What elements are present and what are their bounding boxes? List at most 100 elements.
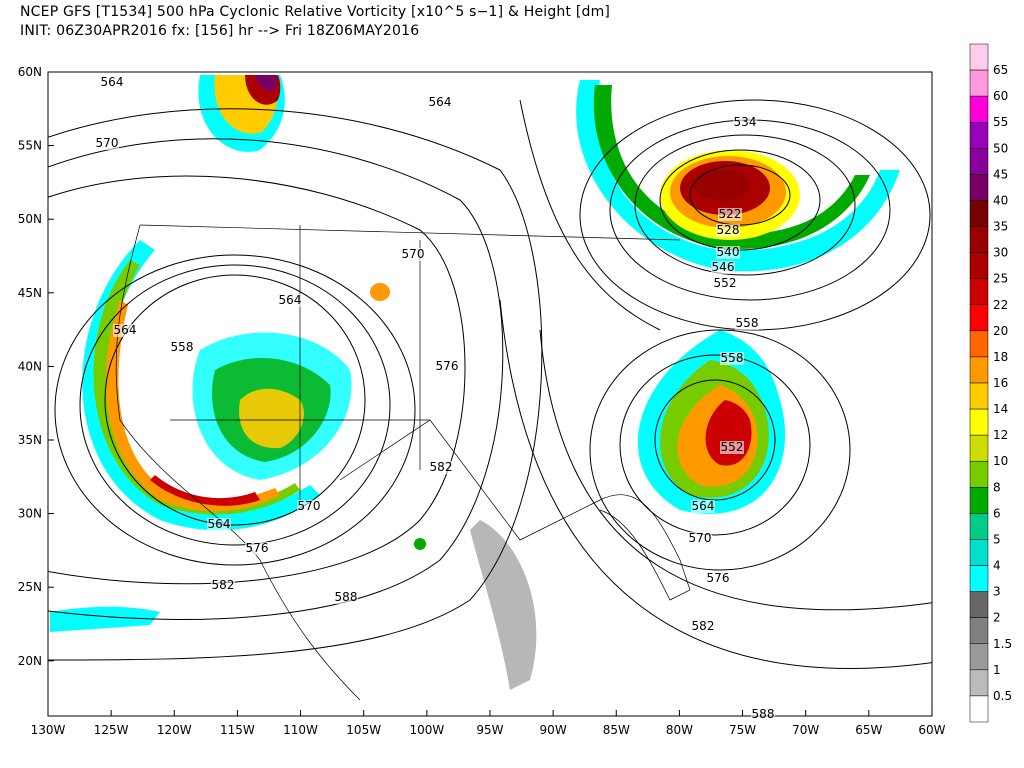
height-contour-label: 558	[171, 340, 194, 354]
colorbar-label: 18	[993, 350, 1008, 364]
colorbar-swatch	[969, 617, 989, 645]
colorbar-swatch	[969, 69, 989, 97]
colorbar-label: 20	[993, 324, 1008, 338]
height-contour-label: 582	[430, 460, 453, 474]
colorbar-swatch	[969, 278, 989, 306]
lat-label: 25N	[18, 580, 42, 594]
lat-label: 20N	[18, 654, 42, 668]
lon-label: 60W	[918, 723, 945, 737]
lat-label: 30N	[18, 507, 42, 521]
lat-label: 50N	[18, 212, 42, 226]
height-contour-label: 588	[335, 590, 358, 604]
colorbar-swatch	[969, 539, 989, 566]
colorbar-swatch	[969, 148, 989, 175]
colorbar-label: 4	[993, 559, 1001, 573]
colorbar-swatch	[969, 460, 989, 488]
height-contour-label: 564	[101, 75, 124, 89]
height-contour-label: 576	[436, 359, 459, 373]
colorbar-label: 16	[993, 376, 1008, 390]
lat-label: 45N	[18, 286, 42, 300]
colorbar-swatch	[969, 43, 989, 71]
height-contour-label: 540	[717, 245, 740, 259]
lon-label: 65W	[855, 723, 882, 737]
height-contour-label: 582	[692, 619, 715, 633]
colorbar-label: 22	[993, 298, 1008, 312]
height-contour-label: 576	[246, 541, 269, 555]
lon-label: 70W	[792, 723, 819, 737]
colorbar-swatch	[969, 643, 989, 671]
colorbar-swatch	[969, 252, 989, 279]
height-contour-label: 564	[692, 499, 715, 513]
colorbar-label: 2	[993, 611, 1001, 625]
colorbar-label: 5	[993, 532, 1001, 546]
lat-label: 35N	[18, 433, 42, 447]
height-contour-label: 564	[429, 95, 452, 109]
colorbar-swatch	[969, 408, 989, 436]
colorbar-label: 25	[993, 272, 1008, 286]
colorbar-swatch	[969, 200, 989, 227]
colorbar-label: 8	[993, 480, 1001, 494]
lon-label: 115W	[220, 723, 255, 737]
height-contour-label: 558	[736, 316, 759, 330]
colorbar-swatch	[969, 174, 989, 201]
colorbar-swatch	[969, 434, 989, 462]
lon-label: 110W	[283, 723, 318, 737]
vorticity-shading	[50, 75, 900, 690]
height-contour-label: 558	[721, 351, 744, 365]
map-subtitle: INIT: 06Z30APR2016 fx: [156] hr --> Fri …	[20, 23, 420, 39]
height-contour-label: 552	[714, 276, 737, 290]
height-contour-label: 582	[212, 578, 235, 592]
colorbar-swatch	[969, 121, 989, 149]
lon-label: 120W	[157, 723, 192, 737]
political-boundaries	[115, 224, 691, 701]
lon-label: 75W	[729, 723, 756, 737]
height-contour-label: 576	[707, 571, 730, 585]
colorbar-swatch	[969, 356, 989, 384]
colorbar-label: 45	[993, 167, 1008, 181]
colorbar-swatch	[969, 487, 989, 514]
colorbar-label: 60	[993, 89, 1008, 103]
colorbar-swatch	[969, 695, 989, 723]
colorbar-label: 35	[993, 220, 1008, 234]
colorbar-label: 3	[993, 585, 1001, 599]
lat-label: 40N	[18, 359, 42, 373]
colorbar: 656055504540353025222018161412108654321.…	[969, 43, 1012, 723]
colorbar-swatch	[969, 382, 989, 410]
height-contour-label: 570	[96, 136, 119, 150]
lon-label: 105W	[346, 723, 381, 737]
colorbar-label: 1.5	[993, 637, 1012, 651]
colorbar-label: 40	[993, 193, 1008, 207]
colorbar-label: 50	[993, 141, 1008, 155]
colorbar-label: 55	[993, 115, 1008, 129]
height-contour-label: 564	[279, 293, 302, 307]
lon-label: 130W	[31, 723, 66, 737]
colorbar-swatch	[969, 591, 989, 618]
colorbar-label: 65	[993, 63, 1008, 77]
colorbar-swatch	[969, 513, 989, 540]
height-contour-label: 528	[717, 223, 740, 237]
colorbar-label: 0.5	[993, 689, 1012, 703]
lon-label: 85W	[603, 723, 630, 737]
colorbar-swatch	[969, 226, 989, 253]
colorbar-swatch	[969, 565, 989, 592]
height-contour-label: 546	[712, 260, 735, 274]
colorbar-label: 14	[993, 402, 1008, 416]
map-title: NCEP GFS [T1534] 500 hPa Cyclonic Relati…	[20, 4, 611, 20]
lon-label: 125W	[94, 723, 129, 737]
height-contour-label: 588	[752, 707, 775, 721]
height-contour-label: 570	[402, 247, 425, 261]
height-contour-label: 570	[689, 531, 712, 545]
lon-label: 80W	[666, 723, 693, 737]
colorbar-label: 10	[993, 454, 1008, 468]
height-contour-label: 564	[208, 517, 231, 531]
height-contour-label: 570	[298, 499, 321, 513]
colorbar-swatch	[969, 304, 989, 332]
colorbar-label: 12	[993, 428, 1008, 442]
colorbar-label: 30	[993, 246, 1008, 260]
lat-label: 60N	[18, 65, 42, 79]
height-contour-label: 552	[721, 440, 744, 454]
colorbar-label: 1	[993, 663, 1001, 677]
lon-label: 100W	[409, 723, 444, 737]
height-contour-label: 564	[114, 323, 137, 337]
